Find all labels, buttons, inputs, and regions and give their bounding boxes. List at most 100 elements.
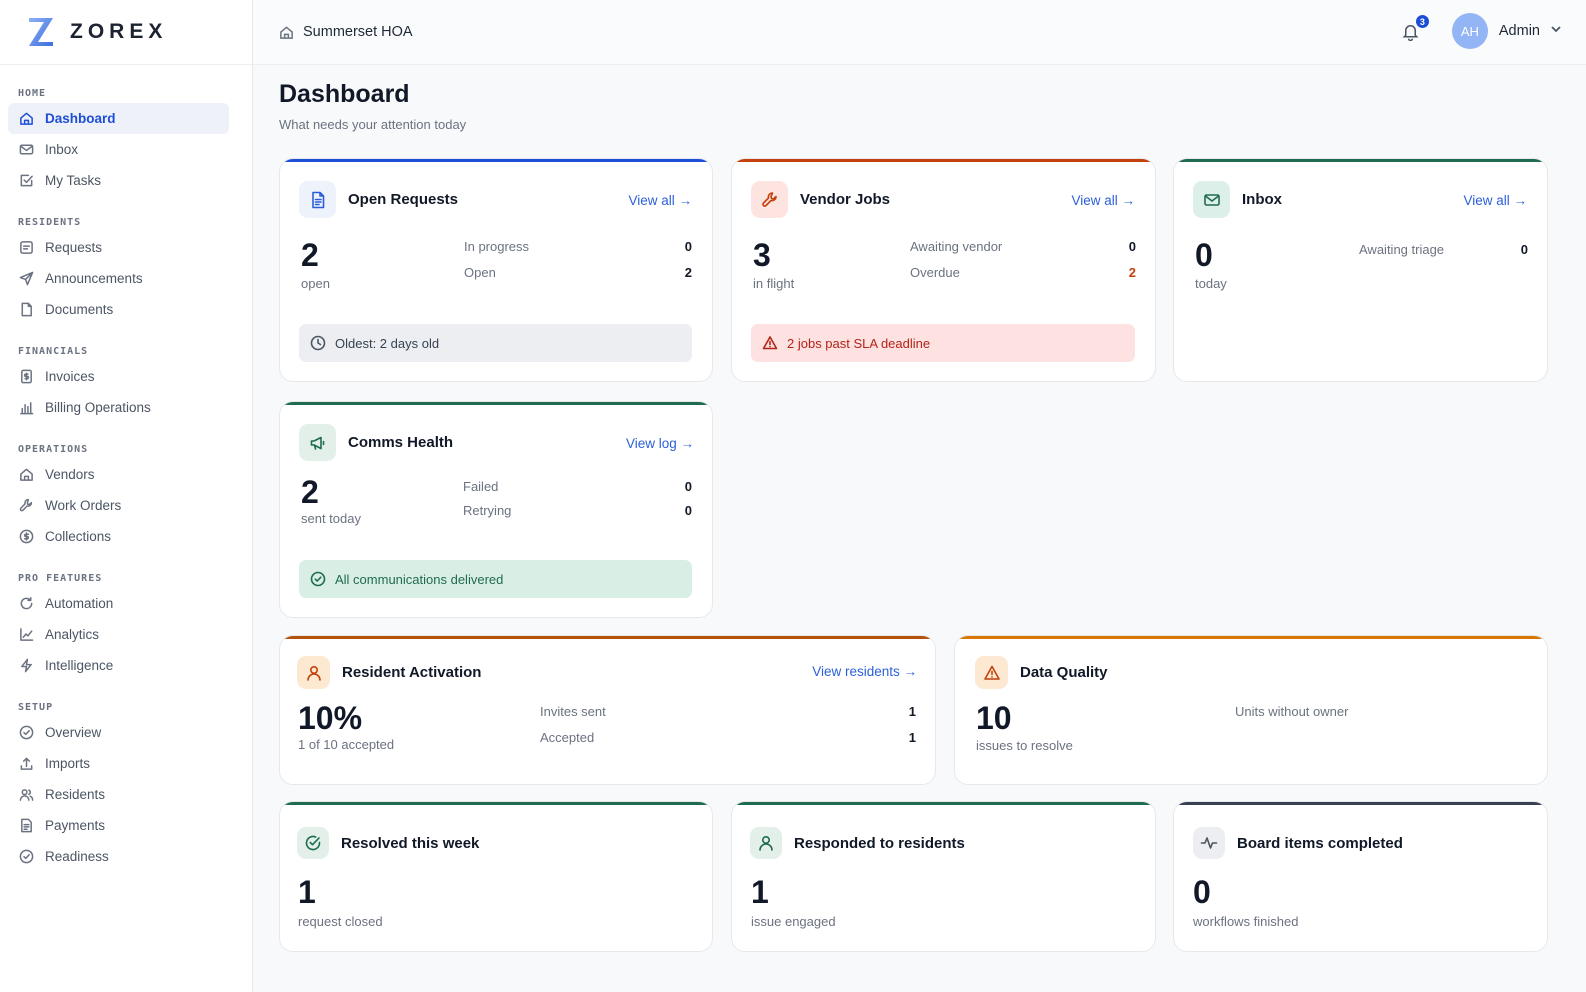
view-all-inbox-link[interactable]: View all → — [1463, 193, 1527, 208]
sidebar-item-inbox[interactable]: Inbox — [8, 134, 229, 165]
sidebar-item-my-tasks[interactable]: My Tasks — [8, 165, 229, 196]
sidebar-item-label: Residents — [45, 787, 106, 802]
stat-value: 0 — [684, 479, 692, 494]
card-title: Board items completed — [1237, 834, 1403, 852]
dollar-circle-icon — [18, 529, 34, 545]
sidebar-item-label: Announcements — [45, 271, 143, 286]
open-requests-count: 2 — [301, 237, 319, 273]
open-requests-caption: open — [301, 276, 330, 291]
card-title: Responded to residents — [794, 834, 965, 852]
view-all-vendor-jobs-link[interactable]: View all → — [1071, 193, 1135, 208]
resident-activation-card: Resident Activation View residents → 10%… — [279, 635, 936, 785]
view-all-requests-link[interactable]: View all → — [628, 193, 692, 208]
send-icon — [18, 271, 34, 287]
file-icon — [18, 302, 34, 318]
card-title: Open Requests — [348, 191, 459, 208]
sidebar-item-label: Documents — [45, 302, 114, 317]
sidebar-item-residents[interactable]: Residents — [8, 779, 229, 810]
sidebar-item-documents[interactable]: Documents — [8, 294, 229, 325]
card-title: Resolved this week — [341, 834, 480, 852]
page-subtitle: What needs your attention today — [279, 117, 467, 132]
sidebar-item-imports[interactable]: Imports — [8, 748, 229, 779]
sidebar-item-announcements[interactable]: Announcements — [8, 263, 229, 294]
check-circle-icon — [18, 849, 34, 865]
stat-value: 0 — [684, 239, 692, 254]
sidebar-item-requests[interactable]: Requests — [8, 232, 229, 263]
sidebar-item-payments[interactable]: Payments — [8, 810, 229, 841]
avatar[interactable]: AH — [1451, 13, 1488, 49]
sidebar-item-dashboard[interactable]: Dashboard — [8, 103, 229, 134]
nav-section-heading: RESIDENTS — [18, 217, 82, 228]
mail-icon — [18, 142, 34, 158]
oldest-request-note: Oldest: 2 days old — [299, 324, 692, 362]
stat-value: 1 — [908, 704, 916, 719]
user-menu-toggle[interactable] — [1550, 22, 1562, 40]
org-breadcrumb[interactable]: Summerset HOA — [279, 24, 413, 40]
sidebar-item-work-orders[interactable]: Work Orders — [8, 490, 229, 521]
stat-label: Accepted — [540, 730, 595, 745]
sidebar-item-collections[interactable]: Collections — [8, 521, 229, 552]
sidebar-item-invoices[interactable]: Invoices — [8, 361, 229, 392]
open-requests-card: Open Requests View all → 2 open In progr… — [279, 158, 713, 382]
check-circle-icon — [310, 571, 326, 587]
sidebar-item-readiness[interactable]: Readiness — [8, 841, 229, 872]
home-icon — [18, 111, 34, 127]
resolved-count: 1 — [298, 874, 316, 910]
responded-count: 1 — [751, 874, 769, 910]
vendor-jobs-caption: in flight — [753, 276, 795, 291]
sidebar: ZOREX HOME Dashboard Inbox My Tasks RESIDENT… — [0, 0, 253, 992]
wrench-icon — [18, 498, 34, 514]
inbox-count: 0 — [1195, 237, 1213, 273]
home-icon — [280, 25, 293, 39]
sidebar-item-label: Automation — [45, 596, 114, 611]
notification-count-badge: 3 — [1414, 14, 1430, 29]
user-name[interactable]: Admin — [1498, 23, 1540, 39]
warning-icon — [975, 656, 1008, 689]
activity-icon — [1193, 827, 1225, 859]
chevron-down-icon — [1551, 26, 1561, 33]
stat-label: Awaiting triage — [1359, 242, 1445, 257]
responded-caption: issue engaged — [751, 914, 836, 929]
sidebar-item-label: Invoices — [45, 369, 95, 384]
sidebar-item-billing-operations[interactable]: Billing Operations — [8, 392, 229, 423]
sidebar-item-vendors[interactable]: Vendors — [8, 459, 229, 490]
users-icon — [18, 787, 34, 803]
user-icon — [750, 827, 782, 859]
sidebar-item-automation[interactable]: Automation — [8, 588, 229, 619]
notifications-button[interactable]: 3 — [1398, 14, 1430, 44]
comms-sent-count: 2 — [301, 474, 319, 510]
stat-label: Awaiting vendor — [910, 239, 1003, 254]
sidebar-item-intelligence[interactable]: Intelligence — [8, 650, 229, 681]
comms-health-card: Comms Health View log → 2 sent today Fai… — [279, 401, 713, 618]
refresh-icon — [18, 596, 34, 612]
building-icon — [18, 467, 34, 483]
sidebar-item-label: Work Orders — [45, 498, 122, 513]
sidebar-item-label: Imports — [45, 756, 91, 771]
board-items-card: Board items completed 0 workflows finish… — [1173, 801, 1548, 952]
view-residents-link[interactable]: View residents → — [812, 664, 917, 679]
check-circle-icon — [18, 725, 34, 741]
sidebar-item-label: Overview — [45, 725, 102, 740]
stat-label: In progress — [464, 239, 530, 254]
sidebar-item-analytics[interactable]: Analytics — [8, 619, 229, 650]
stat-value: 0 — [1128, 239, 1136, 254]
data-quality-count: 10 — [976, 700, 1012, 736]
board-items-caption: workflows finished — [1193, 914, 1299, 929]
check-square-icon — [18, 173, 34, 189]
nav-section-heading: FINANCIALS — [18, 346, 89, 357]
receipt-icon — [18, 818, 34, 834]
request-icon — [18, 240, 34, 256]
resolved-week-card: Resolved this week 1 request closed — [279, 801, 713, 952]
bolt-icon — [18, 658, 34, 674]
stat-label: Open — [464, 265, 496, 280]
view-log-link[interactable]: View log → — [625, 436, 694, 451]
brand-logo[interactable]: ZOREX — [0, 0, 252, 65]
stat-value: 1 — [908, 730, 916, 745]
sidebar-item-label: Requests — [45, 240, 103, 255]
stat-label: Failed — [463, 479, 499, 494]
nav-section-heading: PRO FEATURES — [18, 573, 103, 584]
activation-percent: 10% — [298, 700, 363, 736]
sidebar-item-overview[interactable]: Overview — [8, 717, 229, 748]
check-circle-icon — [297, 827, 329, 859]
card-title: Comms Health — [348, 434, 454, 451]
